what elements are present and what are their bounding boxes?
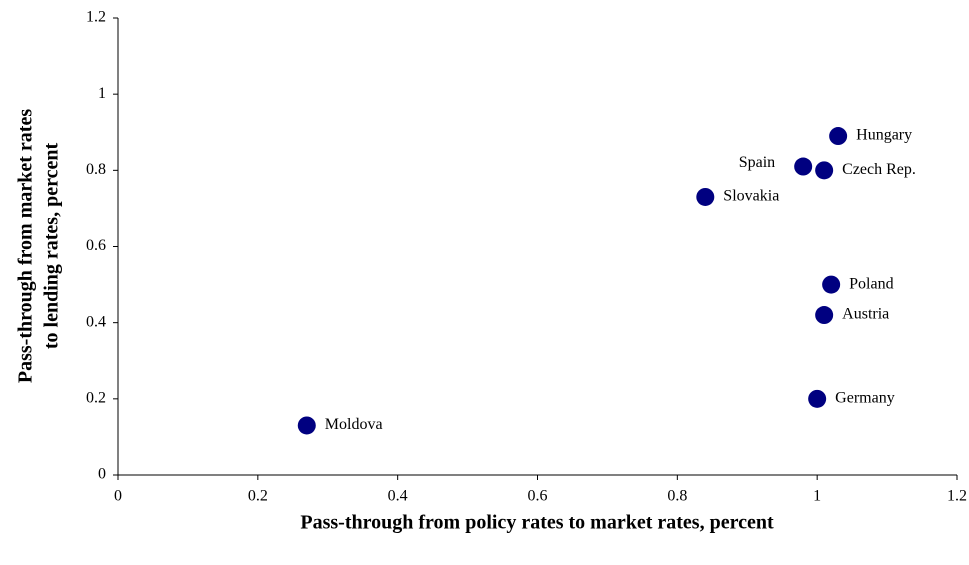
y-axis-label-line: to lending rates, percent <box>41 143 63 350</box>
point <box>794 157 813 176</box>
y-tick-label: 0 <box>98 466 106 483</box>
x-tick-label: 0.2 <box>248 488 268 505</box>
point-label: Germany <box>835 390 895 407</box>
point-label: Poland <box>849 275 893 292</box>
x-tick-label: 0.6 <box>528 488 548 505</box>
x-tick-label: 0 <box>114 488 122 505</box>
point <box>808 389 827 408</box>
y-tick-label: 0.4 <box>86 313 106 330</box>
x-tick-label: 0.8 <box>667 488 687 505</box>
y-axis-label: Pass-through from market rates to lendin… <box>15 109 63 383</box>
x-tick-label: 1 <box>813 488 821 505</box>
point <box>815 161 834 180</box>
x-axis-label: Pass-through from policy rates to market… <box>300 512 774 534</box>
x-tick-label: 0.4 <box>388 488 408 505</box>
y-tick-label: 0.2 <box>86 390 106 407</box>
point-label: Slovakia <box>723 188 779 205</box>
y-tick-label: 1 <box>98 85 106 102</box>
point-label: Moldova <box>325 416 383 433</box>
point-label: Czech Rep. <box>842 161 916 178</box>
point <box>822 275 841 294</box>
point <box>297 416 316 435</box>
point <box>815 306 834 325</box>
point <box>696 187 715 206</box>
y-tick-label: 0.6 <box>86 237 106 254</box>
point <box>829 127 848 146</box>
point-label: Austria <box>842 306 889 323</box>
x-tick-label: 1.2 <box>947 488 967 505</box>
y-tick-label: 1.2 <box>86 9 106 26</box>
y-axis-label-line: Pass-through from market rates <box>15 109 37 383</box>
point-label: Spain <box>739 154 775 171</box>
point-label: Hungary <box>856 127 912 144</box>
y-tick-label: 0.8 <box>86 161 106 178</box>
